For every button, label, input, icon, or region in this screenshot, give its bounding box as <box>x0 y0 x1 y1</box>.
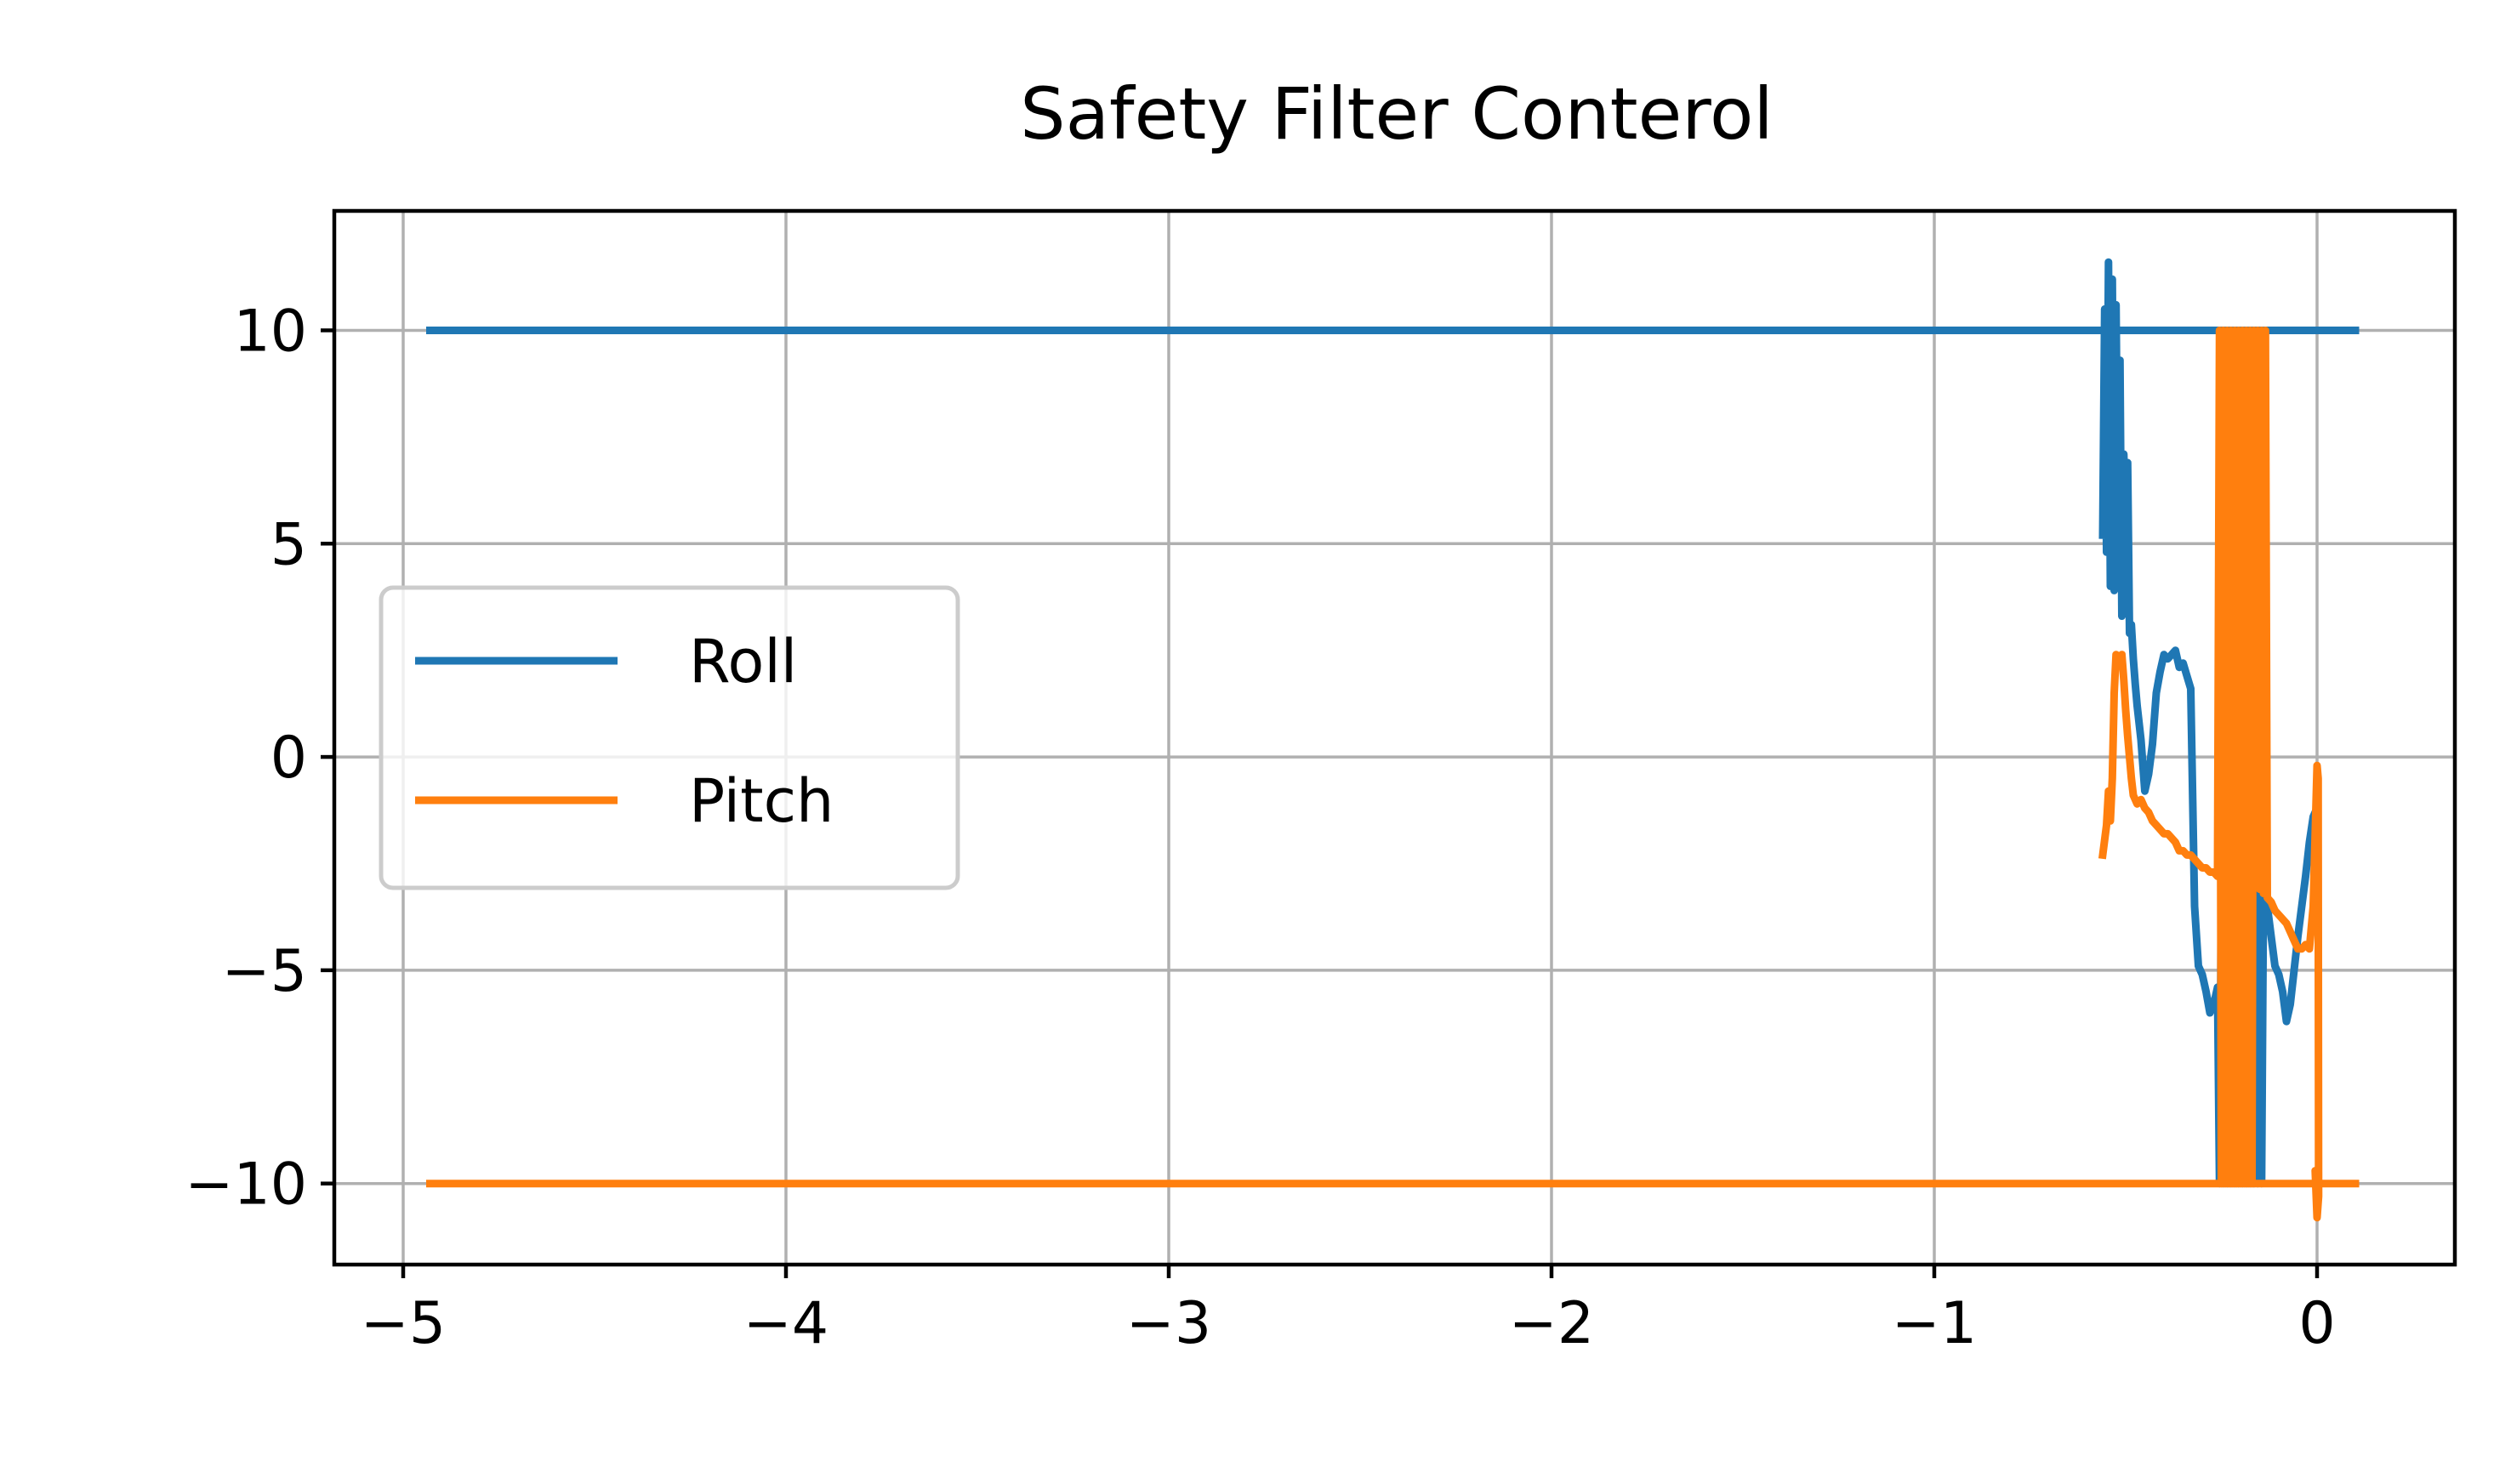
x-tick-label: −3 <box>1126 1290 1211 1357</box>
y-tick-label: 0 <box>270 725 307 792</box>
x-tick-label: −1 <box>1892 1290 1977 1357</box>
x-tick-label: 0 <box>2298 1290 2335 1357</box>
legend-frame <box>379 585 960 890</box>
x-axis: −5 −4 −3 −2 −1 0 <box>361 1265 2336 1357</box>
legend-label-pitch: Pitch <box>689 766 834 836</box>
y-tick-label: −5 <box>222 938 307 1005</box>
x-tick-label: −2 <box>1509 1290 1594 1357</box>
x-tick-label: −4 <box>743 1290 828 1357</box>
series-line-pitch <box>2098 327 2323 1222</box>
chart-title: Safety Filter Conterol <box>1020 72 1773 156</box>
y-tick-label: −10 <box>185 1151 307 1219</box>
x-tick-label: −5 <box>361 1290 446 1357</box>
y-tick-label: 5 <box>270 511 307 578</box>
y-tick-label: 10 <box>233 298 307 365</box>
series-layer <box>426 258 2360 1222</box>
legend: Roll Pitch <box>379 585 960 890</box>
legend-label-roll: Roll <box>689 627 797 697</box>
y-axis: −10 −5 0 5 10 <box>185 298 334 1219</box>
plot-frame <box>332 208 2457 1267</box>
